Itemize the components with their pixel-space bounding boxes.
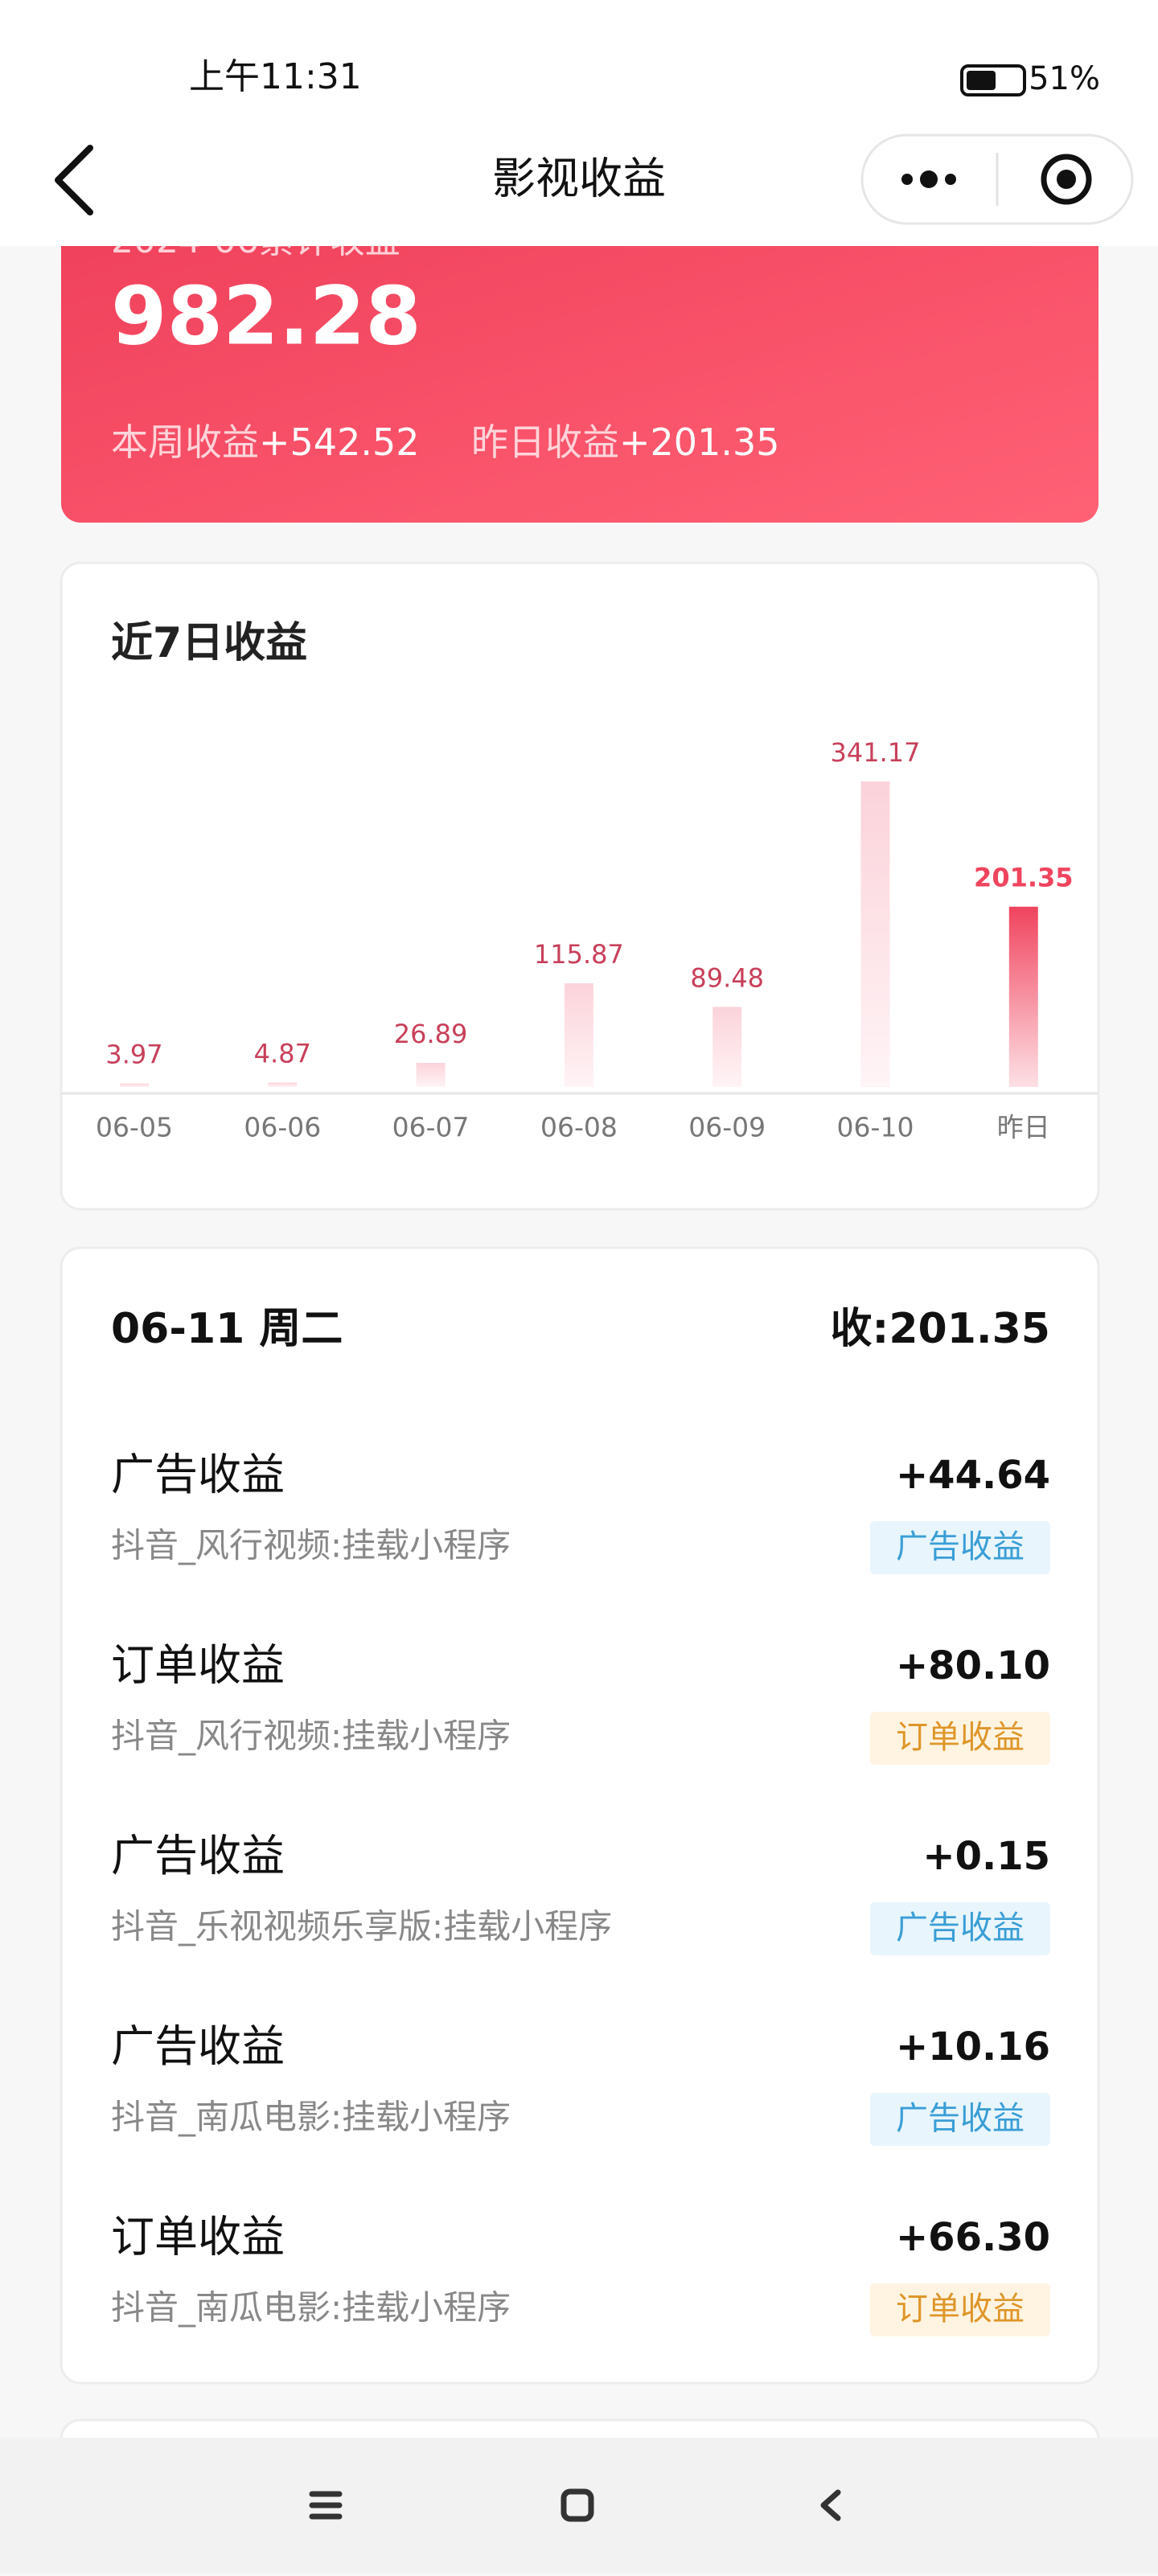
- item-amount: +44.64: [896, 1453, 1050, 1498]
- value-label: 3.97: [105, 1040, 162, 1070]
- value-label: 201.35: [974, 863, 1073, 893]
- summary-card: [61, 201, 1098, 523]
- x-tick-label: 06-06: [244, 1112, 321, 1143]
- nav-title: 影视收益: [492, 154, 666, 204]
- more-button[interactable]: [901, 170, 956, 188]
- summary-yesterday: 昨日收益+201.35: [471, 420, 780, 464]
- back-system-button[interactable]: [820, 2489, 841, 2521]
- summary-week: 本周收益+542.52: [111, 420, 420, 464]
- yesterday-label: 昨日收益: [471, 420, 619, 464]
- bar: [860, 781, 890, 1087]
- item-title: 广告收益: [111, 1831, 285, 1881]
- item-source: 抖音_乐视视频乐享版:挂载小程序: [111, 1907, 612, 1946]
- item-title: 订单收益: [111, 2212, 285, 2262]
- bar: [712, 1007, 742, 1087]
- x-tick-label: 06-08: [540, 1112, 618, 1143]
- x-tick-label: 昨日: [997, 1112, 1050, 1143]
- x-tick-label: 06-10: [837, 1112, 914, 1143]
- item-amount: +80.10: [896, 1643, 1050, 1688]
- value-label: 4.87: [254, 1039, 311, 1069]
- detail-date: 06-11 周二: [111, 1305, 343, 1353]
- status-battery: 51%: [1029, 60, 1100, 97]
- week-label: 本周收益: [111, 420, 259, 464]
- menu-button[interactable]: [309, 2491, 343, 2520]
- detail-card: [60, 1246, 1100, 2385]
- item-tag: 广告收益: [896, 1909, 1025, 1946]
- item-tag-bg: [870, 1902, 1050, 1955]
- close-button[interactable]: [1041, 154, 1092, 205]
- item-title: 订单收益: [111, 1640, 285, 1691]
- item-tag-bg: [870, 1712, 1050, 1765]
- back-button[interactable]: [55, 145, 93, 215]
- item-tag: 广告收益: [896, 1528, 1025, 1565]
- value-label: 115.87: [534, 939, 624, 970]
- item-tag-bg: [870, 2283, 1050, 2336]
- bar: [268, 1082, 298, 1087]
- battery-icon: [960, 64, 1026, 96]
- item-amount: +66.30: [896, 2215, 1050, 2260]
- item-tag: 订单收益: [896, 2291, 1025, 2328]
- status-time: 上午11:31: [189, 56, 362, 97]
- item-tag-bg: [870, 2093, 1050, 2146]
- bars: 3.97 06-05 4.87 06-06 26.89 06-07 115.87 06-08 8…: [96, 737, 1073, 1143]
- bar: [564, 982, 593, 1087]
- home-button[interactable]: [561, 2488, 594, 2522]
- x-tick-label: 06-07: [392, 1112, 470, 1143]
- week-value: +542.52: [259, 420, 420, 464]
- item-source: 抖音_风行视频:挂载小程序: [111, 1717, 511, 1756]
- item-title: 广告收益: [111, 1450, 285, 1500]
- item-source: 抖音_南瓜电影:挂载小程序: [111, 2098, 511, 2137]
- item-source: 抖音_南瓜电影:挂载小程序: [111, 2288, 511, 2328]
- bar: [120, 1083, 149, 1087]
- system-nav: [0, 2438, 1158, 2573]
- item-amount: +0.15: [922, 1834, 1050, 1879]
- item-source: 抖音_风行视频:挂载小程序: [111, 1526, 511, 1565]
- x-tick-label: 06-05: [96, 1112, 173, 1143]
- detail-total: 收:201.35: [831, 1305, 1050, 1353]
- item-tag: 广告收益: [896, 2100, 1025, 2137]
- chart-card: [60, 561, 1100, 1211]
- chart-title: 近7日收益: [111, 619, 307, 667]
- value-label: 89.48: [690, 962, 764, 993]
- value-label: 26.89: [394, 1019, 468, 1049]
- yesterday-value: +201.35: [619, 420, 780, 464]
- item-amount: +10.16: [896, 2024, 1050, 2069]
- bar: [416, 1063, 446, 1087]
- bar: [1008, 906, 1038, 1087]
- battery-level: [967, 71, 996, 90]
- item-title: 广告收益: [111, 2021, 285, 2072]
- x-tick-label: 06-09: [688, 1112, 766, 1143]
- summary-total: 982.28: [111, 269, 421, 363]
- value-label: 341.17: [831, 737, 921, 768]
- item-tag-bg: [870, 1521, 1050, 1574]
- item-tag: 订单收益: [896, 1719, 1025, 1756]
